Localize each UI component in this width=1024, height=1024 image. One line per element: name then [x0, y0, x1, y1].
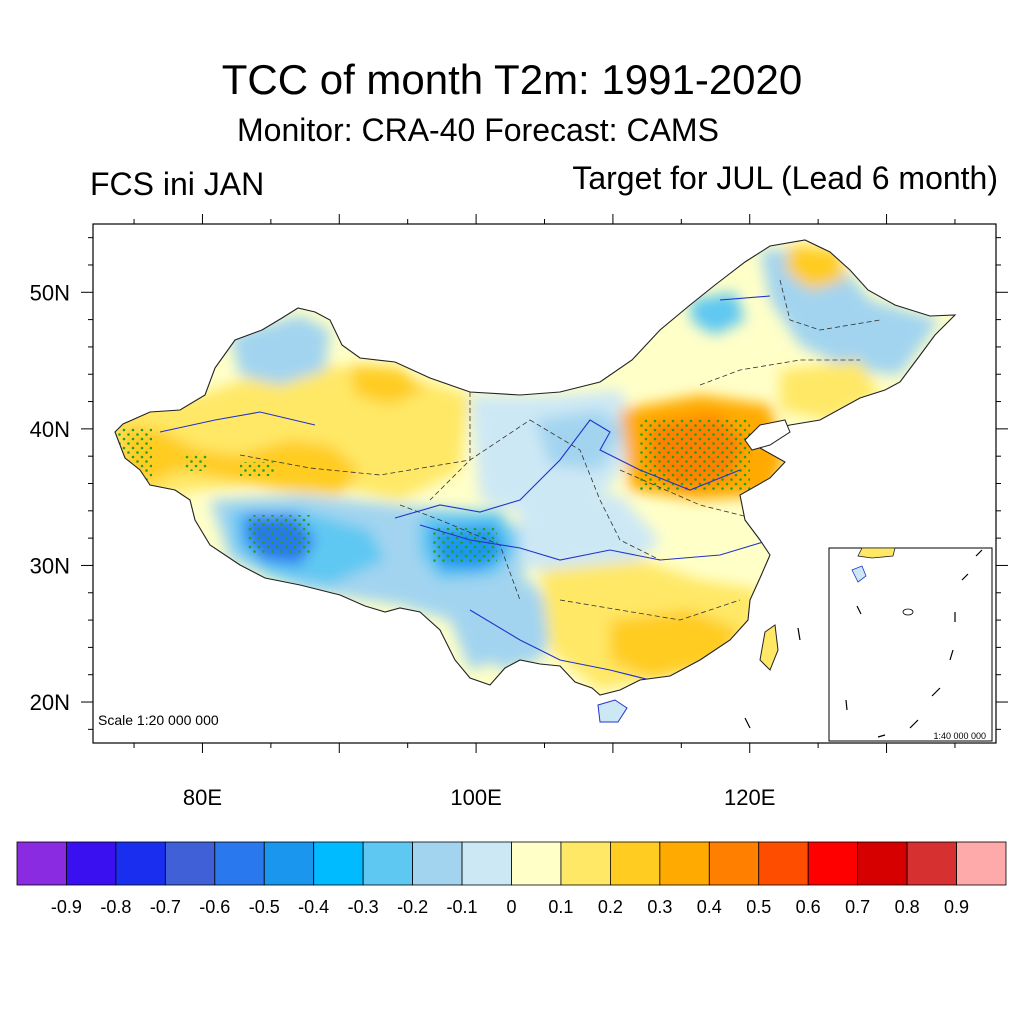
significance-stipple-west-tibet [248, 515, 310, 555]
y-tick-label: 30N [30, 553, 70, 578]
field-yunnan-cool [470, 580, 560, 670]
hainan-island [597, 699, 628, 723]
colorbar-tick-label: 0 [506, 897, 516, 917]
field-alashan-cool [535, 410, 625, 470]
x-tick-label: 120E [724, 785, 775, 810]
y-tick-label: 20N [30, 690, 70, 715]
inset-islands [902, 608, 914, 616]
inset-scale-label: 1:40 000 000 [933, 731, 986, 741]
forecast-init-label: FCS ini JAN [90, 166, 265, 202]
x-tick-label: 100E [450, 785, 501, 810]
colorbar-tick-label: -0.7 [150, 897, 181, 917]
colorbar-tick-label: 0.2 [598, 897, 623, 917]
bohai-sea [744, 419, 791, 451]
axes-labels: 80E 100E 120E 20N 30N 40N 50N [30, 280, 776, 810]
taiwan-island [759, 624, 779, 671]
colorbar-swatch [461, 841, 512, 886]
colorbar-tick-label: -0.3 [348, 897, 379, 917]
colorbar-tick-label: 0.6 [796, 897, 821, 917]
colorbar-swatch [313, 841, 364, 886]
y-tick-label: 50N [30, 280, 70, 305]
colorbar-tick-label: 0.4 [697, 897, 722, 917]
colorbar-swatch [610, 841, 661, 886]
chart-subtitle: Monitor: CRA-40 Forecast: CAMS [237, 112, 719, 148]
colorbar-tick-label: 0.7 [845, 897, 870, 917]
axes-ticks [81, 214, 1008, 753]
colorbar-tick-label: 0.3 [647, 897, 672, 917]
colorbar: -0.9 -0.8 -0.7 -0.6 -0.5 -0.4 -0.3 -0.2 -0.1 0 0.1… [16, 841, 1007, 917]
colorbar-swatch [956, 841, 1007, 886]
colorbar-swatch [263, 841, 315, 886]
colorbar-swatch [857, 841, 908, 886]
colorbar-tick-label: -0.4 [298, 897, 329, 917]
inset-hainan [851, 565, 867, 583]
south-china-sea-inset: 1:40 000 000 [828, 547, 993, 742]
significance-stipple-south-xinjiang [185, 455, 207, 471]
significance-stipple-east-tibet [432, 528, 497, 564]
y-tick-label: 40N [30, 417, 70, 442]
colorbar-swatch [214, 841, 265, 886]
rivers [159, 295, 771, 681]
field-northeast-warm [785, 245, 845, 290]
province-boundaries [239, 279, 881, 621]
colorbar-swatch [164, 841, 216, 886]
colorbar-tick-label: -0.9 [51, 897, 82, 917]
nine-dash-line [845, 549, 983, 738]
colorbar-swatch [16, 841, 67, 886]
colorbar-swatch [115, 841, 166, 886]
field-north-xinjiang-warm [350, 365, 425, 405]
colorbar-tick-label: -0.1 [447, 897, 478, 917]
colorbar-swatch [807, 841, 859, 886]
x-tick-label: 80E [183, 785, 222, 810]
field-xinjiang-warm [120, 425, 360, 495]
significance-stipple-central-xinjiang [240, 462, 275, 476]
colorbar-tick-label: -0.6 [199, 897, 230, 917]
colorbar-tick-label: -0.5 [249, 897, 280, 917]
colorbar-swatch [66, 841, 117, 886]
dash-taiwan-east [797, 627, 801, 641]
colorbar-tick-label: 0.5 [746, 897, 771, 917]
colorbar-tick-label: -0.8 [100, 897, 131, 917]
scale-label: Scale 1:20 000 000 [98, 712, 219, 728]
field-heilongjiang-cold [690, 292, 745, 335]
colorbar-swatch [758, 841, 809, 886]
colorbar-swatch [708, 841, 760, 886]
significance-stipple-north-china [640, 418, 750, 490]
colorbar-tick-label: 0.8 [895, 897, 920, 917]
colorbar-swatch [412, 841, 463, 886]
colorbar-tick-label: 0.9 [944, 897, 969, 917]
colorbar-tick-label: -0.2 [397, 897, 428, 917]
colorbar-swatch [560, 841, 611, 886]
colorbar-swatch [906, 841, 957, 886]
colorbar-swatch [659, 841, 710, 886]
chart-title: TCC of month T2m: 1991-2020 [221, 56, 803, 103]
target-month-label: Target for JUL (Lead 6 month) [572, 160, 998, 196]
colorbar-swatch [511, 841, 562, 886]
colorbar-tick-label: 0.1 [548, 897, 573, 917]
dash-bashi-channel [744, 717, 751, 729]
inset-coast [857, 547, 896, 559]
colorbar-swatch [362, 841, 413, 886]
